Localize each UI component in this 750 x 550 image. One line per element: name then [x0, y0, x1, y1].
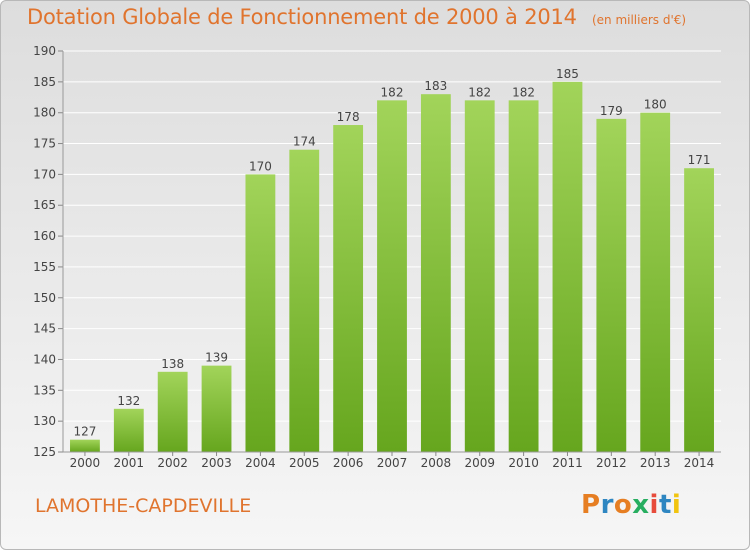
logo-letter: x	[632, 490, 650, 520]
x-tick-label-2008: 2008	[421, 456, 452, 470]
y-tick-label: 160	[33, 229, 56, 243]
data-label-2001: 132	[117, 394, 140, 408]
x-tick-label-2000: 2000	[70, 456, 101, 470]
x-tick-label-2012: 2012	[596, 456, 627, 470]
bar-2005	[289, 149, 320, 452]
data-label-2011: 185	[556, 67, 579, 81]
x-tick-label-2006: 2006	[333, 456, 364, 470]
data-label-2004: 170	[249, 159, 272, 173]
x-tick-label-2003: 2003	[201, 456, 232, 470]
y-tick-label: 135	[33, 383, 56, 397]
data-label-2003: 139	[205, 351, 228, 365]
bar-2001	[113, 408, 144, 452]
bar-2009	[464, 100, 495, 452]
data-label-2010: 182	[512, 85, 535, 99]
proxiti-logo: Proxiti	[581, 490, 681, 520]
bar-2012	[596, 118, 627, 452]
data-label-2005: 174	[293, 135, 316, 149]
bar-2003	[201, 365, 232, 452]
y-tick-label: 150	[33, 291, 56, 305]
bar-2010	[508, 100, 539, 452]
bar-2007	[377, 100, 407, 452]
commune-name: LAMOTHE-CAPDEVILLE	[35, 495, 252, 517]
x-tick-label-2009: 2009	[464, 456, 495, 470]
logo-letter: o	[613, 490, 633, 520]
title-row: Dotation Globale de Fonctionnement de 20…	[27, 5, 686, 29]
y-tick-label: 125	[33, 445, 56, 459]
y-tick-label: 170	[33, 167, 56, 181]
logo-letter: t	[658, 490, 672, 520]
x-tick-label-2013: 2013	[640, 456, 671, 470]
x-tick-label-2014: 2014	[684, 456, 715, 470]
y-tick-label: 155	[33, 260, 56, 274]
bar-2004	[245, 174, 276, 452]
data-label-2014: 171	[688, 153, 711, 167]
x-tick-label-2010: 2010	[508, 456, 539, 470]
x-tick-label-2011: 2011	[552, 456, 583, 470]
x-tick-label-2005: 2005	[289, 456, 320, 470]
x-tick-label-2004: 2004	[245, 456, 276, 470]
y-tick-label: 140	[33, 352, 56, 366]
x-tick-label-2002: 2002	[157, 456, 188, 470]
y-tick-label: 130	[33, 414, 56, 428]
y-tick-label: 165	[33, 198, 56, 212]
bar-2011	[552, 81, 583, 452]
bar-2008	[420, 94, 451, 452]
x-tick-label-2007: 2007	[377, 456, 408, 470]
x-tick-label-2001: 2001	[114, 456, 145, 470]
bar-2002	[157, 371, 188, 452]
bar-2014	[684, 168, 714, 452]
bar-2000	[70, 439, 100, 452]
data-label-2007: 182	[381, 85, 404, 99]
y-tick-label: 145	[33, 322, 56, 336]
data-label-2006: 178	[337, 110, 360, 124]
y-tick-label: 175	[33, 137, 56, 151]
y-tick-label: 185	[33, 75, 56, 89]
logo-letter: i	[671, 490, 682, 520]
data-label-2009: 182	[468, 85, 491, 99]
y-tick-label: 180	[33, 106, 56, 120]
data-label-2012: 179	[600, 104, 623, 118]
data-label-2002: 138	[161, 357, 184, 371]
data-label-2013: 180	[644, 98, 667, 112]
data-label-2000: 127	[73, 425, 96, 439]
y-tick-label: 190	[33, 44, 56, 58]
logo-letter: i	[649, 490, 659, 520]
logo-letter: P	[581, 490, 601, 520]
logo-letter: r	[600, 490, 614, 520]
bar-2006	[333, 125, 364, 453]
chart-title: Dotation Globale de Fonctionnement de 20…	[27, 5, 577, 29]
data-label-2008: 183	[424, 79, 447, 93]
bar-2013	[640, 112, 671, 452]
chart-unit: (en milliers d'€)	[591, 13, 687, 27]
